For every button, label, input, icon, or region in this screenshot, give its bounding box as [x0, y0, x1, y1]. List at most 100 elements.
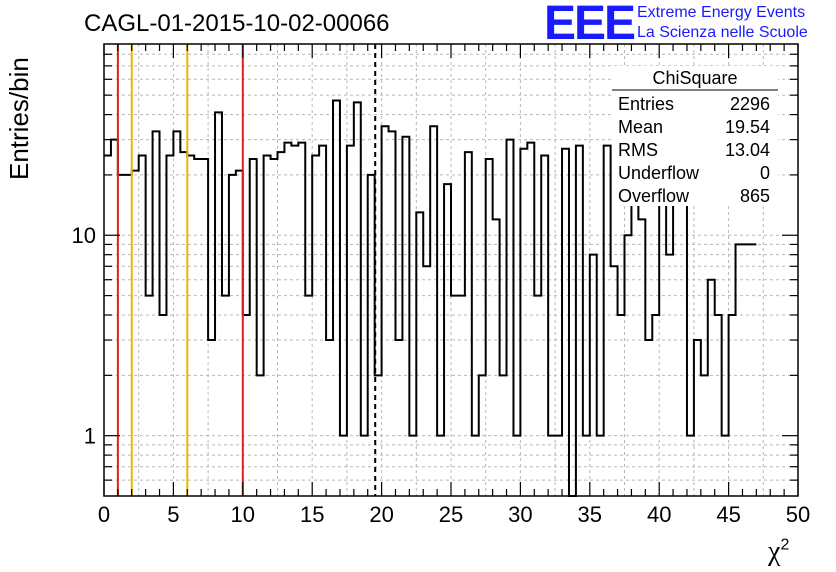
histogram-bin — [722, 436, 729, 496]
histogram-bin — [458, 296, 465, 496]
stats-value: 2296 — [730, 94, 770, 114]
stats-background — [612, 66, 778, 206]
histogram-bin — [409, 436, 416, 496]
histogram-bin — [160, 315, 167, 496]
stats-value: 865 — [740, 186, 770, 206]
histogram-bin — [354, 102, 361, 496]
histogram-bin — [715, 315, 722, 496]
x-axis-label: χ2 — [768, 536, 790, 567]
stats-label: Overflow — [618, 186, 690, 206]
histogram-bin — [257, 375, 264, 496]
histogram-bin — [701, 375, 708, 496]
axes: 0 5 10 15 20 25 30 35 40 45 50 1 10 — [72, 43, 810, 527]
histogram-bin — [513, 436, 520, 496]
x-tick-label: 30 — [508, 502, 532, 527]
histogram-bin — [243, 315, 250, 496]
histogram-bin — [201, 159, 208, 496]
histogram-bin — [229, 175, 236, 496]
histogram-bin — [139, 155, 146, 496]
histogram-outline — [104, 99, 757, 497]
histogram-bin — [340, 436, 347, 496]
histogram-bin — [666, 255, 673, 496]
histogram-bin — [347, 146, 354, 496]
histogram-bin — [625, 235, 632, 496]
histogram-bin — [395, 340, 402, 496]
histogram-bin — [271, 159, 278, 496]
histogram-bin — [173, 131, 180, 496]
stats-label: RMS — [618, 140, 658, 160]
histogram-bin — [250, 159, 257, 496]
y-tick-label: 1 — [84, 424, 96, 449]
histogram-bin — [479, 375, 486, 496]
histogram-bin — [166, 155, 173, 496]
chart-title: CAGL-01-2015-10-02-00066 — [84, 10, 390, 37]
histogram-bin — [486, 159, 493, 496]
stats-box: ChiSquare Entries 2296 Mean 19.54 RMS 13.04 Und… — [612, 66, 778, 206]
histogram-bins — [104, 99, 757, 497]
histogram-bin — [583, 436, 590, 496]
histogram-bin — [153, 131, 160, 496]
histogram-bin — [729, 315, 736, 496]
histogram-bin — [333, 101, 340, 496]
histogram-bin — [742, 244, 749, 496]
histogram-bin — [111, 140, 118, 496]
x-tick-label: 45 — [716, 502, 740, 527]
histogram-bin — [416, 212, 423, 496]
reference-lines — [116, 44, 377, 496]
stats-value: 0 — [760, 163, 770, 183]
histogram-bin — [736, 244, 743, 496]
x-tick-label: 0 — [98, 502, 110, 527]
histogram-bin — [548, 436, 555, 496]
histogram-bin — [389, 131, 396, 496]
histogram-bin — [125, 175, 132, 496]
histogram-bin — [187, 155, 194, 496]
histogram-bin — [402, 137, 409, 496]
stats-label: Underflow — [618, 163, 700, 183]
histogram-bin — [298, 143, 305, 496]
eee-logo-mark: EEE — [544, 0, 636, 50]
histogram-bin — [493, 219, 500, 496]
stats-value: 13.04 — [725, 140, 770, 160]
histogram-bin — [708, 280, 715, 496]
x-tick-label: 20 — [369, 502, 393, 527]
histogram-bin — [534, 296, 541, 496]
histogram-bin — [500, 375, 507, 496]
x-tick-label: 50 — [786, 502, 810, 527]
histogram-bin — [423, 266, 430, 496]
histogram-bin — [132, 171, 139, 496]
histogram-bin — [291, 146, 298, 496]
histogram-bin — [264, 155, 271, 496]
histogram-bin — [319, 146, 326, 496]
histogram-bin — [597, 436, 604, 496]
histogram-bin — [541, 155, 548, 496]
histogram-bin — [562, 149, 569, 496]
histogram-bin — [520, 149, 527, 496]
histogram-bin — [284, 143, 291, 496]
histogram-bin — [673, 159, 680, 496]
stats-label: Entries — [618, 94, 674, 114]
logo-line-2: La Scienza nelle Scuole — [637, 24, 808, 41]
x-tick-label: 35 — [578, 502, 602, 527]
logo-line-1: Extreme Energy Events — [637, 4, 806, 21]
x-tick-label: 5 — [167, 502, 179, 527]
histogram-bin — [604, 146, 611, 496]
histogram-bin — [631, 163, 638, 496]
histogram-bin — [659, 167, 666, 496]
histogram-bin — [361, 436, 368, 496]
x-tick-label: 40 — [647, 502, 671, 527]
histogram-bin — [652, 315, 659, 496]
histogram-bin — [305, 296, 312, 496]
histogram-bin — [326, 340, 333, 496]
x-tick-label: 10 — [231, 502, 255, 527]
histogram-bin — [749, 244, 756, 496]
histogram-bin — [236, 171, 243, 496]
stats-title: ChiSquare — [652, 68, 737, 88]
histogram-bin — [208, 340, 215, 496]
histogram-bin — [215, 112, 222, 496]
histogram-bin — [180, 152, 187, 496]
histogram-bin — [527, 143, 534, 496]
histogram-bin — [638, 219, 645, 496]
histogram-bin — [472, 436, 479, 496]
histogram-bin — [444, 184, 451, 496]
